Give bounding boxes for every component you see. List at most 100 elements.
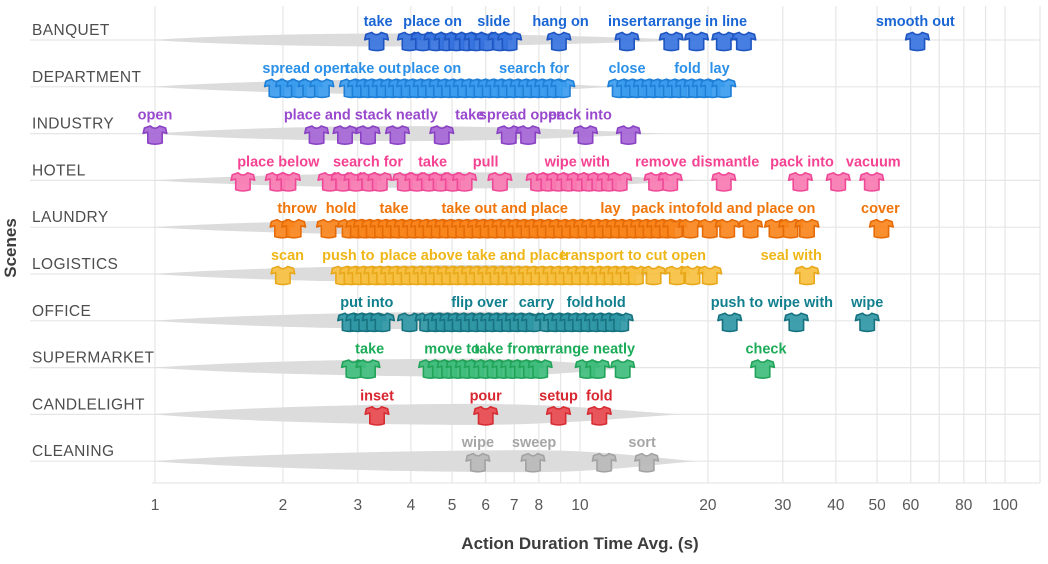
x-tick-label: 5 — [448, 497, 457, 514]
scene-label-department: DEPARTMENT — [32, 69, 141, 86]
scene-row-banquet — [363, 31, 931, 52]
tshirt-marker — [515, 125, 541, 145]
tshirt-markers — [142, 31, 931, 473]
action-label: open — [138, 108, 173, 124]
action-label: take and place — [467, 248, 567, 264]
tshirt-marker — [572, 125, 599, 145]
action-label: dismantle — [692, 154, 760, 170]
tshirt-marker — [473, 405, 499, 426]
tshirt-marker — [711, 31, 737, 52]
tshirt-marker — [711, 171, 737, 192]
tshirt-marker — [868, 218, 895, 239]
tshirt-marker — [657, 171, 683, 192]
tshirt-marker — [731, 31, 757, 52]
action-label: take — [418, 154, 447, 170]
x-tick-label: 100 — [992, 497, 1018, 514]
scene-row-hotel — [230, 171, 885, 192]
tshirt-marker — [363, 31, 390, 52]
action-label: pack into — [548, 108, 612, 124]
action-label: push to — [322, 248, 374, 264]
action-label: transport to — [560, 248, 642, 264]
tshirt-marker — [527, 359, 553, 379]
tshirt-marker — [591, 452, 617, 473]
action-label: wipe — [850, 295, 883, 311]
action-label: hold — [326, 201, 357, 217]
x-axis-title: Action Duration Time Avg. (s) — [461, 534, 698, 553]
action-label: cut open — [646, 248, 706, 264]
action-label: place on — [403, 14, 462, 30]
tshirt-marker — [737, 218, 764, 239]
action-label: take — [364, 14, 393, 30]
tshirt-marker — [384, 125, 411, 145]
y-axis-title: Scenes — [1, 218, 20, 278]
tshirt-marker — [452, 171, 478, 192]
tshirt-marker — [142, 125, 168, 145]
tshirt-marker — [749, 359, 776, 379]
scene-row-logistics — [270, 265, 820, 286]
tshirt-marker — [658, 31, 684, 52]
action-label: smooth out — [876, 14, 955, 30]
action-label: lay — [600, 201, 620, 217]
scene-row-laundry — [269, 218, 895, 239]
action-label: take from — [474, 342, 539, 358]
tshirt-marker — [683, 31, 710, 52]
tshirt-marker — [355, 125, 381, 145]
action-label: place above — [380, 248, 463, 264]
tshirt-marker — [546, 31, 572, 52]
tshirt-marker — [640, 265, 667, 286]
action-label: close — [608, 61, 645, 77]
tshirt-marker — [794, 265, 820, 286]
action-label: fold — [567, 295, 594, 311]
x-tick-label: 1 — [151, 497, 160, 514]
action-label: insert — [608, 14, 648, 30]
x-tick-label: 10 — [571, 497, 589, 514]
action-label: remove — [635, 154, 687, 170]
action-label: pour — [470, 388, 503, 404]
action-label: sweep — [512, 435, 556, 451]
scene-label-laundry: LAUNDRY — [32, 209, 109, 226]
violin-supermarket — [152, 358, 636, 377]
tshirt-marker — [714, 218, 740, 239]
action-label: pull — [473, 154, 499, 170]
action-label: fold and place on — [696, 201, 815, 217]
scene-label-supermarket: SUPERMARKET — [32, 350, 155, 367]
tshirt-marker — [607, 171, 633, 192]
action-label: check — [745, 342, 787, 358]
action-label: carry — [519, 295, 554, 311]
action-label: arrange neatly — [536, 342, 635, 358]
x-tick-label: 4 — [407, 497, 416, 514]
action-label: take out and place — [441, 201, 568, 217]
action-label: place and stack neatly — [284, 108, 438, 124]
tshirt-marker — [584, 359, 611, 379]
action-label: wipe — [461, 435, 494, 451]
tshirt-marker — [787, 171, 814, 192]
x-tick-label: 3 — [353, 497, 362, 514]
scene-row-cleaning — [465, 452, 660, 473]
tshirt-marker — [586, 405, 612, 426]
scene-label-office: OFFICE — [32, 303, 91, 320]
action-label: cover — [861, 201, 900, 217]
action-label: spread open — [262, 61, 348, 77]
tshirt-marker — [520, 452, 546, 473]
x-tick-label: 60 — [902, 497, 920, 514]
tshirt-marker — [711, 78, 737, 99]
action-label: lay — [710, 61, 730, 77]
action-label: seal with — [761, 248, 822, 264]
tshirt-marker — [465, 452, 491, 473]
tshirt-marker — [270, 265, 296, 286]
action-label: wipe with — [544, 154, 610, 170]
tshirt-marker — [904, 31, 931, 52]
tshirt-marker — [610, 359, 636, 379]
tshirt-marker — [332, 125, 358, 145]
x-tick-label: 6 — [481, 497, 490, 514]
tshirt-marker — [854, 312, 880, 333]
action-label: pack into — [770, 154, 834, 170]
scene-row-industry — [142, 125, 642, 145]
x-tick-label: 7 — [510, 497, 519, 514]
tshirt-marker — [367, 171, 393, 192]
tshirt-marker — [369, 312, 396, 333]
tshirt-marker — [783, 312, 810, 333]
scene-label-cleaning: CLEANING — [32, 443, 114, 460]
tshirt-marker — [550, 78, 576, 99]
